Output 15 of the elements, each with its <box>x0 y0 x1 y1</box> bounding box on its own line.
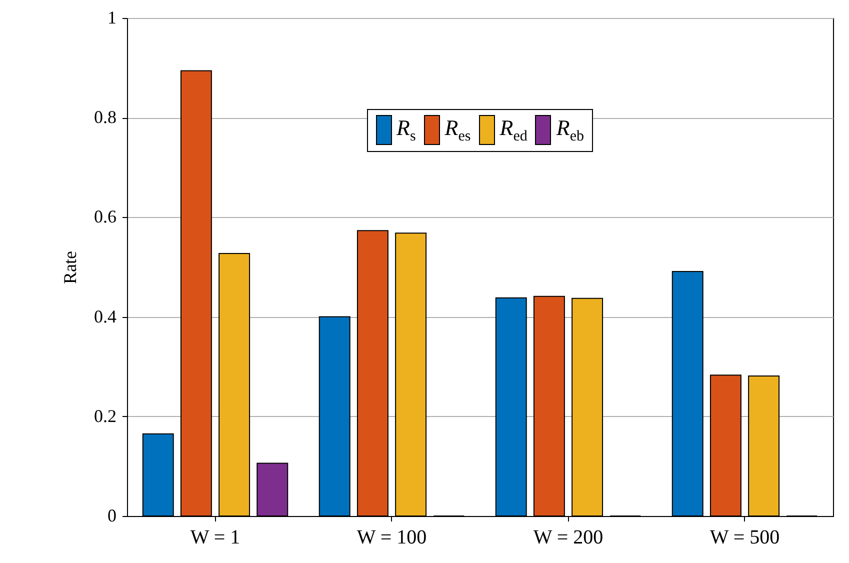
y-axis-title: Rate <box>60 251 80 284</box>
legend-label: R$_{ed}$ <box>500 115 528 146</box>
y-tick-label: 0.2 <box>94 406 116 426</box>
y-tick-label: 0.8 <box>94 107 116 128</box>
legend-label: R$_{s}$ <box>396 115 416 146</box>
x-tick-label: W = 100 <box>356 526 427 548</box>
legend-label: R$_{es}$ <box>444 115 471 146</box>
y-tick-label: 0 <box>108 506 116 526</box>
legend-label: R$_{eb}$ <box>556 115 584 146</box>
x-tick-label: W = 500 <box>710 526 780 548</box>
y-tick-label: 0.4 <box>94 306 116 326</box>
x-tick-label: W = 1 <box>190 526 240 548</box>
y-tick-label: 1 <box>108 8 116 28</box>
x-tick-label: W = 200 <box>533 526 604 548</box>
y-tick-label: 0.6 <box>94 206 116 227</box>
